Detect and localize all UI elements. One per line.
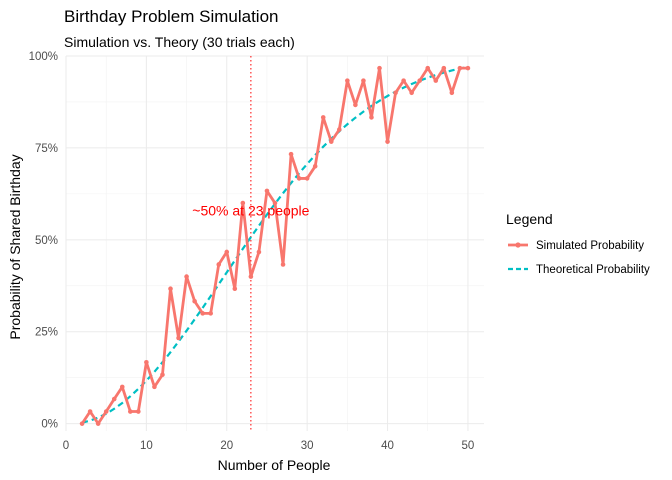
legend-label-0: Simulated Probability: [536, 240, 644, 252]
simulated-point: [433, 78, 439, 83]
simulated-point: [465, 65, 471, 71]
simulated-series: [79, 65, 471, 426]
simulated-point: [95, 421, 101, 426]
simulated-point: [144, 359, 149, 365]
y-tick-label: 75%: [35, 143, 58, 155]
annotation-layer: ~50% at 23 people: [192, 202, 309, 218]
simulated-point: [417, 78, 422, 83]
simulated-point: [208, 311, 213, 316]
x-tick-label: 30: [301, 440, 314, 452]
simulated-point: [304, 176, 310, 181]
simulated-point: [280, 262, 286, 267]
y-tick-label: 0%: [41, 419, 58, 431]
simulated-point: [160, 372, 165, 378]
grid: [65, 55, 484, 431]
axis-ticks: 0 10 20 30 40 50 0% 25% 50% 75% 100%: [29, 51, 475, 452]
simulated-point: [216, 262, 222, 267]
simulated-point: [353, 102, 358, 108]
x-tick-label: 50: [462, 440, 475, 452]
simulated-point: [441, 65, 447, 71]
legend: Legend Simulated Probability Theoretical …: [506, 211, 650, 276]
simulated-point: [176, 335, 181, 341]
simulated-line: [80, 66, 468, 426]
x-tick-label: 10: [140, 440, 153, 452]
x-tick-label: 20: [220, 440, 233, 452]
x-tick-label: 0: [63, 440, 69, 452]
simulated-point: [128, 409, 133, 414]
simulated-point: [136, 409, 141, 414]
simulated-point: [409, 90, 414, 96]
simulated-point: [457, 65, 463, 71]
chart-subtitle: Simulation vs. Theory (30 trials each): [64, 34, 295, 50]
y-tick-label: 25%: [35, 327, 58, 339]
legend-items: Simulated Probability Theoretical Probabi…: [508, 240, 650, 276]
legend-label-1: Theoretical Probability: [536, 264, 650, 276]
simulated-point: [385, 139, 390, 144]
simulated-point: [393, 90, 398, 96]
simulated-point: [248, 274, 254, 279]
simulated-point: [369, 115, 374, 120]
y-axis-title: Probability of Shared Birthday: [7, 154, 23, 339]
simulated-point: [264, 188, 270, 194]
simulated-point: [168, 286, 173, 292]
chart-title: Birthday Problem Simulation: [64, 7, 278, 26]
legend-key-simulated-point: [515, 242, 521, 248]
theoretical-series: [81, 65, 469, 424]
simulated-point: [296, 176, 302, 181]
y-tick-label: 50%: [35, 235, 58, 247]
simulated-point: [119, 384, 125, 390]
simulated-point: [103, 409, 109, 414]
simulated-point: [288, 151, 294, 157]
simulated-point: [401, 78, 406, 83]
simulated-point: [232, 286, 238, 292]
simulated-point: [256, 249, 262, 255]
x-tick-label: 40: [381, 440, 394, 452]
simulated-point: [272, 200, 278, 206]
x-axis-title: Number of People: [218, 457, 331, 473]
simulated-point: [87, 409, 93, 414]
annotation-label: ~50% at 23 people: [192, 202, 309, 218]
simulated-point: [337, 127, 342, 132]
simulated-point: [361, 78, 366, 83]
simulated-point: [345, 78, 350, 83]
simulated-point: [449, 90, 455, 96]
simulated-point: [377, 65, 382, 71]
legend-title: Legend: [506, 211, 553, 227]
simulated-point: [184, 274, 189, 279]
simulated-point: [192, 298, 197, 304]
simulated-point: [312, 163, 318, 169]
simulated-point: [152, 384, 157, 390]
simulated-point: [200, 311, 205, 316]
simulated-point: [240, 200, 246, 206]
simulated-point: [111, 396, 117, 402]
simulated-point: [224, 249, 230, 255]
theoretical-line: [81, 65, 469, 424]
y-tick-label: 100%: [29, 51, 58, 63]
simulated-point: [79, 421, 85, 426]
simulated-point: [328, 139, 334, 144]
simulated-point: [320, 115, 326, 120]
simulated-point: [425, 65, 431, 71]
